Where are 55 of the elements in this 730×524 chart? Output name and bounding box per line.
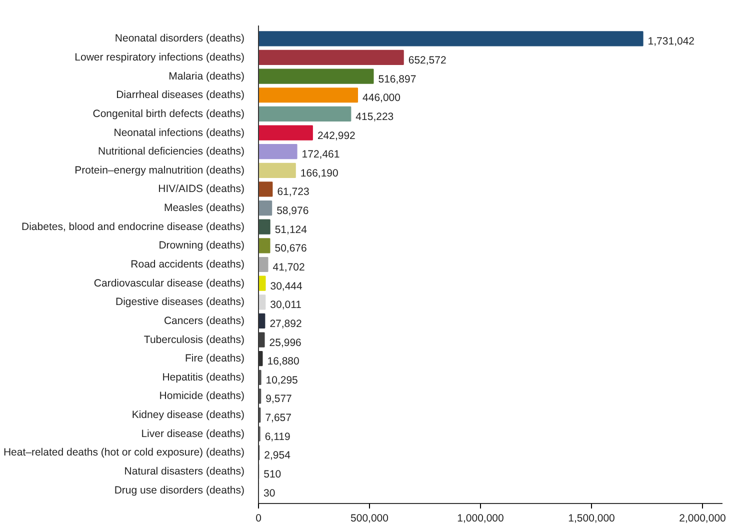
data-label: 25,996 [269,336,302,349]
data-label: 51,124 [274,224,308,236]
data-label: 27,892 [270,318,302,330]
x-tick-label: 1,500,000 [568,512,616,524]
y-tick-label: Fire (deaths) [184,352,245,365]
y-tick-label: Kidney disease (deaths) [132,409,245,422]
x-tick-label: 0 [256,512,262,524]
data-label: 516,897 [378,73,416,86]
y-tick-label: Measles (deaths) [164,202,245,214]
data-label: 30,444 [270,280,303,292]
data-label: 2,954 [264,450,291,462]
data-label: 30,011 [270,299,302,312]
x-tick-label: 500,000 [350,512,389,524]
data-label: 415,223 [356,110,394,123]
y-tick-label: Congenital birth defects (deaths) [92,108,245,120]
y-tick-label: Malaria (deaths) [168,70,245,82]
data-label: 41,702 [272,262,306,274]
data-label: 9,577 [266,393,292,406]
y-tick-label: Lower respiratory infections (deaths) [74,51,245,64]
y-tick-label: Neonatal disorders (deaths) [114,32,245,45]
data-label: 242,992 [317,130,356,142]
x-tick-label: 2,000,000 [679,512,726,524]
data-label: 446,000 [362,92,401,104]
data-label: 1,731,042 [648,36,695,48]
y-tick-label: Protein–energy malnutrition (deaths) [74,164,245,176]
y-tick-label: HIV/AIDS (deaths) [158,183,245,196]
y-tick-label: Road accidents (deaths) [130,258,245,270]
x-tick-label: 1,000,000 [457,512,504,524]
y-tick-label: Nutritional deficiencies (deaths) [98,146,245,158]
y-tick-label: Hepatitis (deaths) [162,371,245,384]
data-label: 7,657 [265,412,292,424]
y-tick-label: Natural disasters (deaths) [124,466,244,478]
data-label: 510 [264,468,282,481]
y-tick-label: Homicide (deaths) [159,390,245,402]
y-tick-label: Tuberculosis (deaths) [144,334,245,346]
data-label: 172,461 [302,148,340,161]
data-label: 61,723 [277,186,310,198]
y-tick-label: Drowning (deaths) [158,240,245,252]
y-tick-label: Drug use disorders (deaths) [114,484,245,496]
data-label: 58,976 [276,205,309,218]
data-label: 6,119 [264,430,291,443]
y-tick-label: Cancers (deaths) [164,314,245,327]
data-label: 16,880 [267,356,300,368]
data-label: 166,190 [300,167,339,180]
data-label: 50,676 [274,242,308,255]
y-tick-label: Cardiovascular disease (deaths) [94,277,245,290]
y-tick-label: Neonatal infections (deaths) [114,126,245,139]
y-tick-label: Diabetes, blood and endocrine disease (deaths) [22,220,245,233]
data-label: 10,295 [266,374,298,386]
y-tick-label: Liver disease (deaths) [141,428,245,440]
data-label: 30 [264,487,276,500]
y-tick-label: Heat–related deaths (hot or cold exposure) (deaths) [3,446,245,459]
y-tick-label: Digestive diseases (deaths) [116,296,245,308]
y-tick-label: Diarrheal diseases (deaths) [116,89,245,102]
data-label: 652,572 [408,54,446,66]
